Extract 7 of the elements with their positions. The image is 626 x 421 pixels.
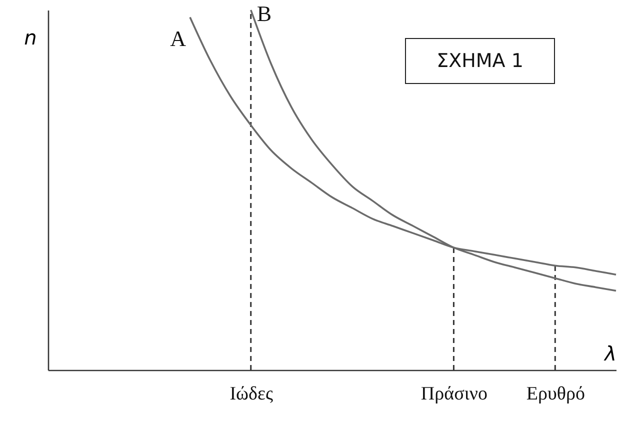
x-tick-label: Ερυθρό: [526, 384, 585, 404]
series-label: A: [170, 26, 186, 52]
x-tick-label: Πράσινο: [420, 384, 488, 404]
y-axis-title: n: [24, 26, 37, 50]
series-label: B: [256, 1, 272, 26]
x-axis-title: λ: [604, 342, 616, 366]
x-tick-label: Ιώδες: [230, 384, 274, 404]
